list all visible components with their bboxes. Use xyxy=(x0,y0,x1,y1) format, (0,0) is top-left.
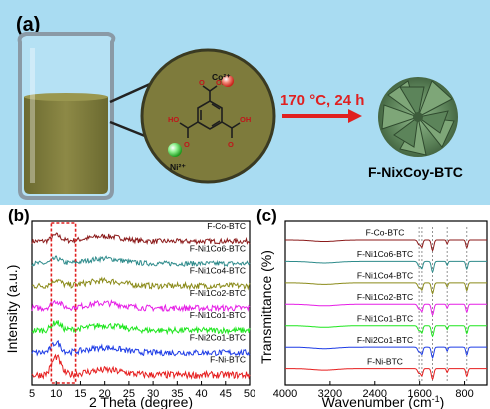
xrd-series-line xyxy=(32,256,250,266)
molecule-group-right: OH xyxy=(240,115,251,124)
xrd-series-line xyxy=(32,233,250,244)
co-ion-label: Co²⁺ xyxy=(212,72,231,82)
reaction-solution-circle: O OH O OH O HO Co²⁺ Ni²⁺ xyxy=(142,50,274,182)
ftir-series-label: F-Co-BTC xyxy=(366,228,405,238)
synthesis-scheme-panel: (a) xyxy=(0,0,490,205)
xrd-x-tick-label: 15 xyxy=(74,388,86,400)
xrd-series-line xyxy=(32,341,250,356)
xrd-plot: Intensity (a.u.) 5 10 15 20 25 30 35 40 45 50 F-C… xyxy=(0,209,255,409)
svg-text:O: O xyxy=(199,78,205,87)
ftir-series-label: F-Ni1Co1-BTC xyxy=(357,313,413,323)
ftir-series-label: F-Ni1Co2-BTC xyxy=(357,292,413,302)
ftir-series-label: F-Ni1Co6-BTC xyxy=(357,249,413,259)
xrd-series-label: F-Ni1Co4-BTC xyxy=(190,266,246,276)
ftir-series-line xyxy=(285,369,487,380)
xrd-x-tick-label: 10 xyxy=(50,388,62,400)
xrd-series-line xyxy=(32,320,250,333)
reaction-condition-label: 170 °C, 24 h xyxy=(280,92,364,109)
xrd-x-tick-label: 40 xyxy=(195,388,207,400)
ftir-x-tick-label: 800 xyxy=(455,388,473,400)
svg-text:O: O xyxy=(228,140,234,149)
beaker-icon xyxy=(20,34,114,198)
ftir-series-label: F-Ni2Co1-BTC xyxy=(357,335,413,345)
molecule-group-left: HO xyxy=(168,115,179,124)
xrd-x-tick-label: 5 xyxy=(29,388,35,400)
xrd-series-label: F-Ni1Co1-BTC xyxy=(190,310,246,320)
xrd-x-axis-label: 2 Theta (degree) xyxy=(89,394,193,409)
xrd-series-label: F-Ni-BTC xyxy=(210,355,246,365)
ftir-series-label: F-Ni-BTC xyxy=(367,356,403,366)
ni-ion-label: Ni²⁺ xyxy=(170,162,186,172)
ftir-x-tick-label: 4000 xyxy=(273,388,297,400)
reaction-arrow-icon xyxy=(282,109,362,123)
ni-ion-sphere xyxy=(168,143,182,157)
xrd-series-label: F-Ni1Co2-BTC xyxy=(190,288,246,298)
ftir-x-axis-label: Wavenumber (cm-1) xyxy=(322,394,445,409)
flower-product-icon xyxy=(378,77,458,157)
xrd-x-tick-label: 45 xyxy=(220,388,232,400)
xrd-series-label: F-Ni1Co6-BTC xyxy=(190,243,246,253)
ftir-y-axis-label: Transmittance (%) xyxy=(258,250,274,364)
xrd-series-label: F-Ni2Co1-BTC xyxy=(190,333,246,343)
xrd-y-axis-label: Intensity (a.u.) xyxy=(4,265,20,354)
ftir-series-label: F-Ni1Co4-BTC xyxy=(357,271,413,281)
ftir-plot: Transmittance (%) 4000 3200 2400 1600 800 F-… xyxy=(255,209,490,409)
xrd-x-tick-label: 50 xyxy=(244,388,255,400)
svg-text:O: O xyxy=(184,140,190,149)
product-name-label: F-NixCoy-BTC xyxy=(368,164,463,180)
xrd-series-label: F-Co-BTC xyxy=(207,221,246,231)
